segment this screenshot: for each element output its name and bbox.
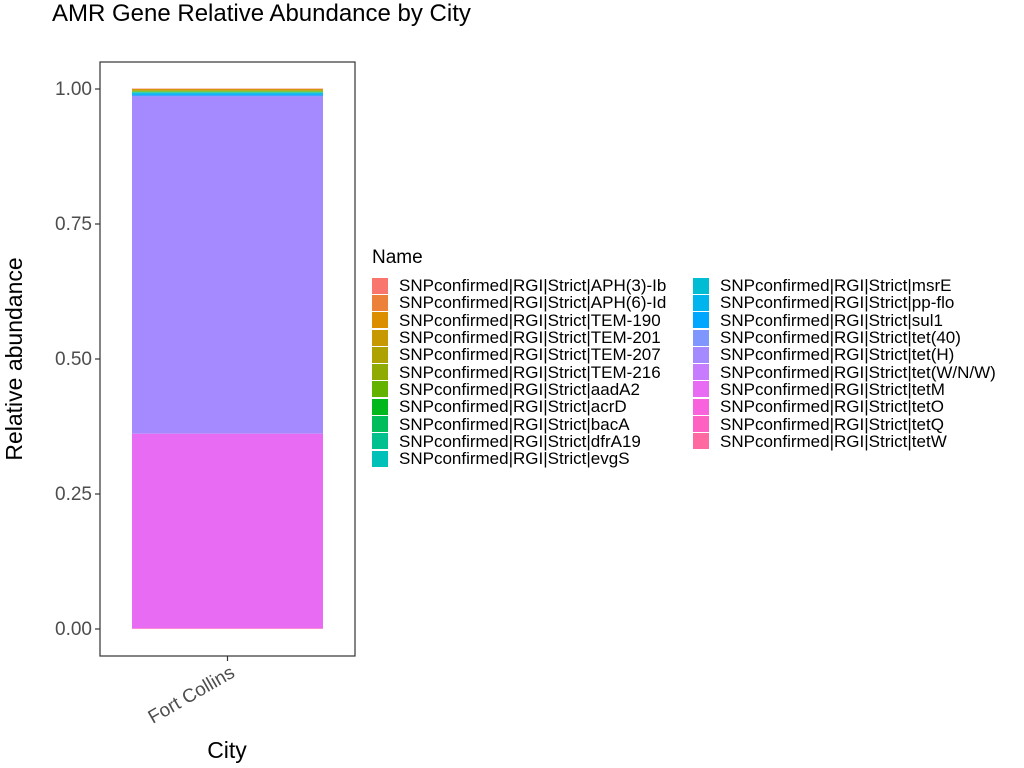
legend-item: SNPconfirmed|RGI|Strict|dfrA19	[372, 433, 666, 450]
legend-swatch	[372, 433, 388, 450]
chart-title: AMR Gene Relative Abundance by City	[52, 0, 471, 27]
y-axis-label: Relative abundance	[1, 257, 27, 460]
legend-item: SNPconfirmed|RGI|Strict|tet(40)	[693, 329, 996, 346]
legend-swatch	[372, 364, 388, 381]
legend-label: SNPconfirmed|RGI|Strict|TEM-201	[399, 328, 661, 348]
legend-label: SNPconfirmed|RGI|Strict|tetQ	[720, 414, 944, 434]
bar-segment	[132, 90, 323, 92]
legend-label: SNPconfirmed|RGI|Strict|sul1	[720, 310, 943, 330]
legend-column-2: SNPconfirmed|RGI|Strict|msrE SNPconfirmed…	[693, 277, 996, 450]
y-tick-label: 0.00	[55, 619, 92, 640]
legend-label: SNPconfirmed|RGI|Strict|pp-flo	[720, 293, 955, 313]
y-tick-label: 0.50	[55, 349, 92, 370]
x-tick-label: Fort Collins	[145, 662, 239, 728]
legend-label: SNPconfirmed|RGI|Strict|aadA2	[399, 379, 640, 399]
legend-swatch	[693, 329, 709, 346]
legend-item: SNPconfirmed|RGI|Strict|tetM	[693, 381, 996, 398]
legend-item: SNPconfirmed|RGI|Strict|tetO	[693, 398, 996, 415]
y-axis: 0.00 0.25 0.50 0.75 1.00	[55, 79, 100, 640]
bar-segment	[132, 90, 323, 91]
legend-label: SNPconfirmed|RGI|Strict|APH(3)-Ib	[399, 276, 667, 296]
legend-item: SNPconfirmed|RGI|Strict|bacA	[372, 414, 666, 434]
legend-item: SNPconfirmed|RGI|Strict|TEM-190	[372, 312, 666, 329]
legend-label: SNPconfirmed|RGI|Strict|tet(40)	[720, 328, 961, 348]
legend-label: SNPconfirmed|RGI|Strict|tetW	[720, 431, 947, 451]
legend-swatch	[372, 416, 388, 433]
legend-swatch	[693, 433, 709, 450]
legend-item: SNPconfirmed|RGI|Strict|tetQ	[693, 414, 996, 434]
legend-swatch	[693, 346, 709, 363]
legend-swatch	[372, 277, 388, 294]
legend-label: SNPconfirmed|RGI|Strict|APH(6)-Id	[399, 293, 667, 313]
legend-label: SNPconfirmed|RGI|Strict|dfrA19	[399, 431, 641, 451]
bar-segment	[132, 89, 323, 91]
x-axis: Fort Collins	[145, 656, 239, 728]
legend-label: SNPconfirmed|RGI|Strict|TEM-216	[399, 362, 661, 382]
legend-swatch	[693, 398, 709, 415]
legend-label: SNPconfirmed|RGI|Strict|evgS	[399, 449, 630, 469]
legend-label: SNPconfirmed|RGI|Strict|bacA	[399, 414, 630, 434]
legend-label: SNPconfirmed|RGI|Strict|tet(H)	[720, 345, 955, 365]
legend-swatch	[372, 381, 388, 398]
y-tick-label: 1.00	[55, 79, 92, 100]
legend-item: SNPconfirmed|RGI|Strict|msrE	[693, 277, 996, 294]
legend-swatch	[693, 312, 709, 329]
legend-item: SNPconfirmed|RGI|Strict|TEM-207	[372, 346, 666, 363]
y-tick-label: 0.25	[55, 484, 92, 505]
legend-item: SNPconfirmed|RGI|Strict|tet(W/N/W)	[693, 362, 996, 382]
x-axis-label: City	[207, 737, 247, 763]
bar-segment	[132, 96, 323, 434]
legend-label: SNPconfirmed|RGI|Strict|tet(W/N/W)	[720, 362, 996, 382]
y-tick-label: 0.75	[55, 214, 92, 235]
legend-swatch	[372, 329, 388, 346]
bar-segment	[132, 92, 323, 94]
legend-swatch	[372, 450, 388, 467]
legend-item: SNPconfirmed|RGI|Strict|sul1	[693, 312, 996, 329]
legend-swatch	[693, 416, 709, 433]
bar-segment	[132, 93, 323, 95]
bar-stack	[132, 88, 323, 629]
legend-label: SNPconfirmed|RGI|Strict|tetO	[720, 397, 944, 417]
legend-label: SNPconfirmed|RGI|Strict|acrD	[399, 397, 627, 417]
legend-label: SNPconfirmed|RGI|Strict|tetM	[720, 379, 945, 399]
legend-item: SNPconfirmed|RGI|Strict|aadA2	[372, 381, 666, 398]
legend-item: SNPconfirmed|RGI|Strict|TEM-216	[372, 362, 666, 382]
legend-item: SNPconfirmed|RGI|Strict|APH(6)-Id	[372, 294, 666, 311]
legend-column-1: SNPconfirmed|RGI|Strict|APH(3)-Ib SNPconf…	[372, 277, 666, 467]
bar-segment	[132, 89, 323, 90]
legend-item: SNPconfirmed|RGI|Strict|pp-flo	[693, 294, 996, 311]
legend-title: Name	[372, 247, 423, 268]
legend-item: SNPconfirmed|RGI|Strict|acrD	[372, 398, 666, 415]
legend-swatch	[372, 398, 388, 415]
legend-item: SNPconfirmed|RGI|Strict|tetW	[693, 433, 996, 450]
bar-segment	[132, 94, 323, 96]
legend-swatch	[693, 364, 709, 381]
bar-segment	[132, 433, 323, 629]
legend-swatch	[372, 294, 388, 311]
legend-item: SNPconfirmed|RGI|Strict|TEM-201	[372, 329, 666, 346]
bar-segment	[132, 95, 323, 97]
legend-swatch	[372, 312, 388, 329]
legend-item: SNPconfirmed|RGI|Strict|tet(H)	[693, 346, 996, 363]
legend-item: SNPconfirmed|RGI|Strict|APH(3)-Ib	[372, 277, 666, 294]
legend-swatch	[372, 346, 388, 363]
legend-swatch	[693, 277, 709, 294]
legend-swatch	[693, 381, 709, 398]
bar-segment	[132, 91, 323, 92]
legend-swatch	[693, 294, 709, 311]
legend-label: SNPconfirmed|RGI|Strict|TEM-207	[399, 345, 661, 365]
legend-label: SNPconfirmed|RGI|Strict|msrE	[720, 276, 952, 296]
legend-item: SNPconfirmed|RGI|Strict|evgS	[372, 450, 666, 467]
legend-label: SNPconfirmed|RGI|Strict|TEM-190	[399, 310, 661, 330]
